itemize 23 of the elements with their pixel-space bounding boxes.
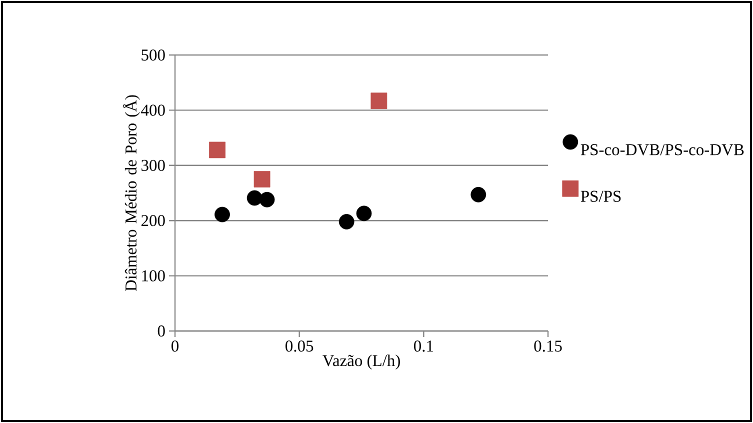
point — [370, 92, 388, 110]
point — [470, 186, 486, 202]
point — [259, 192, 275, 208]
x-axis-title: Vazão (L/h) — [322, 354, 400, 370]
x-tick-label: 0.15 — [534, 340, 562, 352]
legend-label: PS/PS — [580, 190, 621, 202]
y-tick-label: 400 — [141, 104, 165, 116]
point — [254, 171, 270, 188]
y-tick-label: 500 — [142, 49, 165, 61]
x-tick-label: 0 — [172, 340, 179, 352]
point — [356, 206, 372, 222]
legend-label: PS-co-DVB/PS-co-DVB — [580, 144, 744, 156]
point — [246, 190, 262, 206]
x-tick-label: 0.1 — [414, 340, 434, 352]
y-axis-title: Diâmetro Médio de Poro (Å) — [122, 95, 140, 292]
point — [209, 142, 226, 158]
y-tick-label: 300 — [142, 160, 165, 171]
y-tick-label: 100 — [142, 270, 165, 282]
y-tick-label: 200 — [141, 215, 165, 226]
y-tick-label: 0 — [158, 325, 165, 337]
point — [214, 206, 230, 222]
x-tick-label: 0.05 — [286, 340, 314, 352]
point — [338, 214, 354, 230]
